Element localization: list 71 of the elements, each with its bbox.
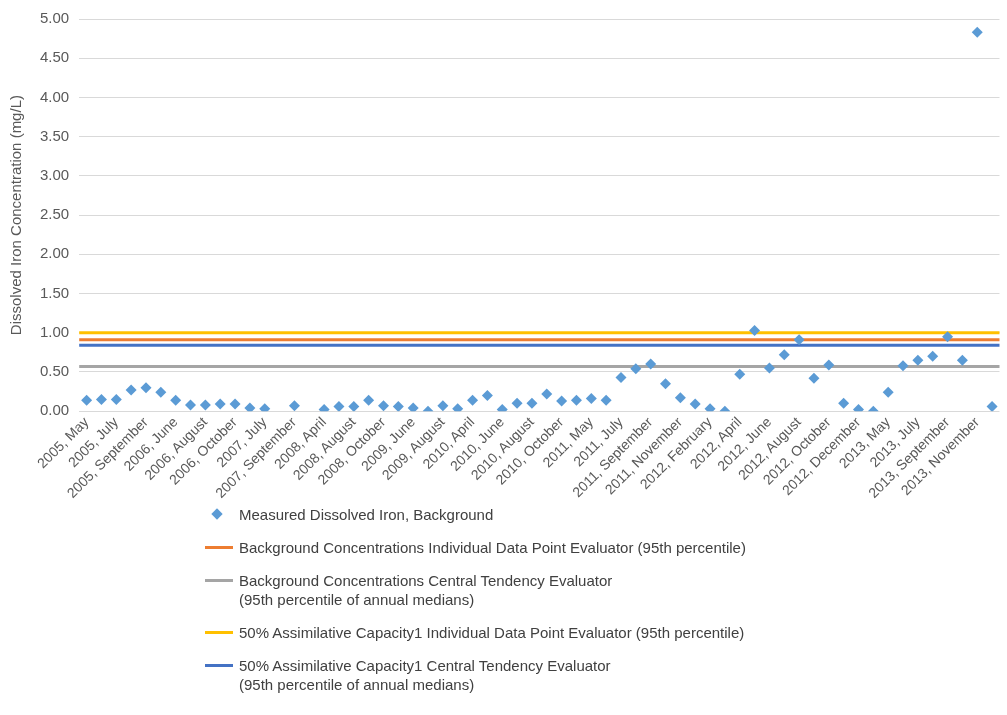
y-tick-label: 2.00: [39, 244, 70, 262]
legend-label: Background Concentrations Central Tendency Evaluator (95th percentile of annual medians): [239, 571, 613, 609]
point: [407, 402, 419, 412]
legend-label: 50% Assimilative Capacity1 Individual Data Point Evaluator (95th percentile): [239, 623, 745, 642]
point: [170, 394, 182, 406]
point: [971, 26, 983, 38]
point: [556, 395, 568, 407]
point: [823, 359, 835, 371]
point: [259, 403, 271, 412]
point: [793, 334, 805, 346]
point: [125, 384, 137, 396]
point: [942, 331, 954, 343]
point: [882, 386, 894, 398]
point: [526, 397, 538, 409]
point: [689, 398, 701, 410]
point: [81, 394, 93, 406]
point: [348, 400, 360, 412]
point: [511, 397, 523, 409]
point: [749, 324, 761, 336]
point: [956, 354, 968, 366]
point: [734, 368, 746, 380]
y-tick-label: 0.50: [39, 362, 70, 380]
point: [763, 362, 775, 374]
legend-label: 50% Assimilative Capacity1 Central Tendency Evaluator (95th percentile of annual medians): [239, 656, 611, 694]
point: [229, 398, 241, 410]
point: [452, 403, 464, 412]
y-tick-label: 4.50: [39, 48, 70, 66]
point: [110, 393, 122, 405]
point: [674, 392, 686, 404]
y-tick-label: 4.00: [39, 87, 70, 105]
legend-label: Background Concentrations Individual Data Point Evaluator (95th percentile): [239, 538, 746, 557]
y-tick-label: 3.50: [39, 126, 70, 144]
y-tick-label: 5.00: [39, 9, 70, 27]
point: [377, 400, 389, 412]
point: [95, 393, 107, 405]
point: [897, 360, 909, 372]
point: [437, 400, 449, 412]
y-tick-label: 2.50: [39, 205, 70, 223]
point: [645, 358, 657, 370]
point: [660, 378, 672, 390]
legend-label: Measured Dissolved Iron, Background: [239, 505, 494, 524]
point: [630, 363, 642, 375]
point: [927, 350, 939, 362]
y-axis-title: Dissolved Iron Concentration (mg/L): [7, 95, 25, 336]
point: [481, 389, 493, 401]
point: [185, 399, 197, 411]
point: [570, 394, 582, 406]
y-tick-label: 1.00: [39, 322, 70, 340]
point: [467, 394, 479, 406]
point: [585, 393, 597, 405]
point: [986, 400, 998, 412]
point: [363, 394, 375, 406]
point: [288, 400, 300, 412]
point: [704, 403, 716, 412]
point: [199, 399, 211, 411]
point: [778, 349, 790, 361]
point: [155, 386, 167, 398]
y-tick-label: 3.00: [39, 166, 70, 184]
point: [600, 394, 612, 406]
point: [244, 402, 256, 412]
point: [615, 371, 627, 383]
point: [808, 372, 820, 384]
point: [838, 397, 850, 409]
point: [140, 382, 152, 394]
point: [912, 354, 924, 366]
y-tick-label: 1.50: [39, 283, 70, 301]
point: [214, 398, 226, 410]
point: [541, 388, 553, 400]
point: [333, 400, 345, 412]
point: [392, 400, 404, 412]
y-tick-label: 0.00: [39, 401, 70, 419]
